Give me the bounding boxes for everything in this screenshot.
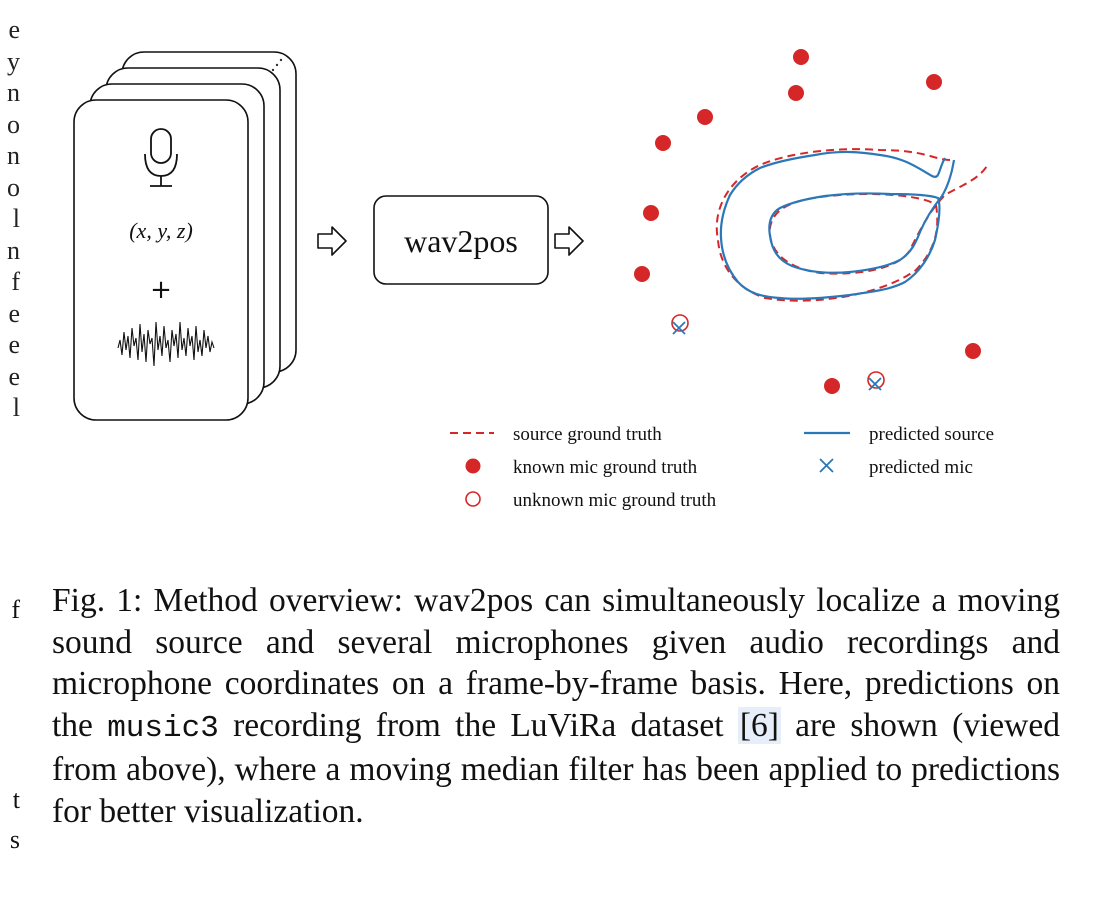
unknown-mic-markers <box>671 314 885 389</box>
known-mic-markers <box>634 49 981 394</box>
arrow-icon <box>317 226 347 256</box>
margin-glyph: l <box>12 393 20 422</box>
margin-glyph: o <box>7 109 20 139</box>
source-ground-truth-path <box>715 148 988 302</box>
ellipsis-icon <box>271 58 283 72</box>
margin-text-lower: f t s <box>0 595 20 860</box>
model-box <box>373 195 549 285</box>
microphone-icon <box>144 128 178 187</box>
caption-text: Fig. 1: Method overview: wav2pos can sim… <box>52 582 1060 744</box>
legend: source ground truth predicted source kno… <box>450 424 994 511</box>
margin-glyph: y <box>7 46 20 76</box>
unknown-mic-marker <box>671 314 689 332</box>
margin-glyph: e <box>8 361 20 391</box>
known-mic-marker <box>793 49 809 65</box>
legend-label-known-mic: known mic ground truth <box>513 457 698 478</box>
card-front <box>73 99 249 421</box>
margin-text-upper: e y n o n o l n f e e e l <box>0 14 20 424</box>
figure-caption: Fig. 1: Method overview: wav2pos can sim… <box>52 580 1060 832</box>
legend-label-source-gt: source ground truth <box>513 424 662 445</box>
model-box-label: wav2pos <box>404 223 518 259</box>
unknown-mic-marker <box>867 371 885 389</box>
margin-glyph: f <box>11 267 20 296</box>
mic-coordinates-label: (x, y, z) <box>129 218 193 243</box>
margin-glyph: s <box>9 825 20 854</box>
margin-glyph: t <box>12 785 20 814</box>
caption-text: are shown (viewed from above), where a m… <box>52 706 1060 830</box>
margin-glyph: l <box>12 204 20 233</box>
caption-text: recording from the LuViRa dataset <box>218 706 738 744</box>
predicted-mic-marker <box>672 321 686 335</box>
legend-filled-circle-icon <box>465 458 481 474</box>
margin-glyph: o <box>7 172 20 202</box>
known-mic-marker <box>965 343 981 359</box>
caption-recording-name: music3 <box>107 710 219 746</box>
margin-glyph: e <box>8 298 20 328</box>
legend-open-circle-icon <box>465 491 481 507</box>
predicted-source-path <box>719 150 956 300</box>
legend-label-predicted-mic: predicted mic <box>869 457 973 478</box>
waveform-icon <box>117 321 215 367</box>
known-mic-marker <box>824 378 840 394</box>
known-mic-marker <box>926 74 942 90</box>
known-mic-marker <box>643 205 659 221</box>
plus-sign: + <box>150 275 172 305</box>
predicted-mic-marker <box>868 377 882 391</box>
arrow-icon <box>554 226 584 256</box>
known-mic-marker <box>655 135 671 151</box>
known-mic-marker <box>697 109 713 125</box>
method-overview-figure: (x, y, z) + wav2pos <box>73 49 994 511</box>
citation-link[interactable]: [6] <box>737 706 781 744</box>
known-mic-marker <box>788 85 804 101</box>
margin-glyph: n <box>7 141 20 170</box>
legend-label-unknown-mic: unknown mic ground truth <box>513 490 717 511</box>
legend-label-predicted-source: predicted source <box>869 424 994 445</box>
known-mic-marker <box>634 266 650 282</box>
margin-glyph: e <box>8 330 20 359</box>
predicted-mic-markers <box>672 321 882 391</box>
margin-glyph: n <box>7 78 20 107</box>
margin-glyph: f <box>11 595 20 624</box>
input-card-stack <box>73 51 297 421</box>
margin-glyph: e <box>8 15 20 44</box>
margin-glyph: n <box>7 235 20 265</box>
legend-cross-icon <box>819 458 834 473</box>
